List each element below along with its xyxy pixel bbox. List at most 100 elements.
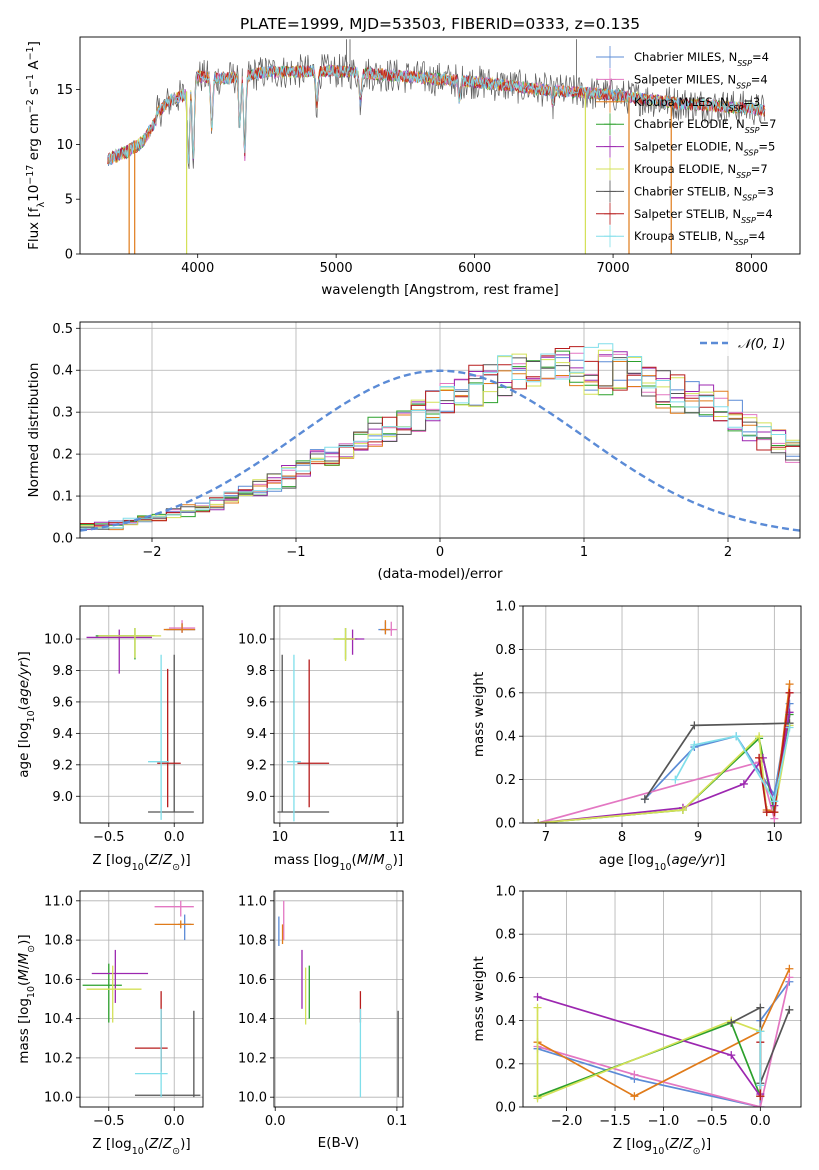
z_age-xlabel-part: )] (180, 852, 191, 868)
z_mass-ylabel-part: ( (16, 981, 32, 986)
z_age-ylabel-part: age/yr (16, 660, 32, 705)
age_weight-xlabel-part: 10 (654, 862, 666, 873)
legend-label-sub: SSP (736, 171, 751, 180)
z_mass-ylabel-part: )] (16, 934, 32, 945)
legend-label-8: Kroupa STELIB, NSSP=4 (634, 229, 765, 247)
z_mass-xlabel-part: ⊙ (172, 1146, 180, 1157)
age_weight-ylabel: mass weight (471, 672, 487, 757)
legend-label-count: =3 (743, 95, 760, 109)
residuals-plot-area (80, 343, 800, 532)
z_weight-ytick-label: 0.4 (495, 1014, 516, 1029)
z_mass-panel: −0.5 0.010.010.210.410.610.811.0Z [log10(… (16, 890, 204, 1157)
z_mass-ylabel-part: / (16, 964, 32, 969)
spectrum-xlabel: wavelength [Angstrom, rest frame] (321, 282, 559, 298)
z_weight-xlabel-part: 10 (652, 1146, 664, 1157)
age_weight-plot-area (534, 680, 794, 823)
spectrum-ylabel-part: −17 (25, 165, 36, 185)
z_age-xtick-label: −0.5 (93, 830, 125, 845)
age_weight-ytick-label: 0.8 (495, 643, 516, 658)
legend-label-text: Salpeter STELIB, N (634, 207, 741, 221)
z_mass-ylabel-part: ⊙ (26, 945, 37, 953)
legend-label-count: =7 (760, 117, 777, 131)
spectrum-line-2 (107, 64, 766, 165)
z_age-plot-area (86, 620, 196, 820)
mass_age-ytick-label: 9.8 (246, 664, 267, 679)
residuals-ytick-label: 0.4 (52, 364, 73, 379)
age_weight-line-1 (537, 692, 791, 823)
residuals-ytick-label: 0.1 (52, 490, 73, 505)
z_weight-marker (756, 1092, 765, 1101)
age_weight-marker (671, 775, 680, 784)
age_weight-marker (690, 721, 699, 730)
spectrum-ytick-label: 0 (65, 248, 73, 263)
z_mass-ytick-label: 11.0 (44, 894, 73, 909)
residuals-panel: −2 −1 0 1 2 0.0 0.1 0.2 0.3 0.4 0.5 𝒩(0, 1) (data-mo… (26, 321, 801, 582)
age_weight-marker (732, 732, 741, 741)
z_age-xlabel-part: Z (162, 852, 173, 868)
z_weight-marker (785, 1005, 794, 1014)
z_mass-ylabel-part: mass [log (16, 998, 32, 1064)
age_weight-marker (762, 808, 771, 817)
legend-label-count: =5 (758, 140, 775, 154)
z_mass-ytick-label: 10.4 (44, 1012, 73, 1027)
residuals-xtick-label: −2 (142, 545, 161, 560)
age_weight-marker (785, 688, 794, 697)
z_weight-panel: −2.0 −1.5 −1.0 −0.5 0.0 0.0 0.2 0.4 0.6 0.8 1.0 Z [… (471, 885, 802, 1157)
legend-label-6: Chabrier STELIB, NSSP=3 (634, 184, 774, 202)
spectrum-xtick-label: 7000 (597, 261, 630, 276)
age_weight-ytick-label: 1.0 (495, 600, 516, 615)
age_weight-ytick-label: 0.6 (495, 686, 516, 701)
z_weight-marker (630, 1070, 639, 1079)
z_age-ytick-label: 9.4 (52, 727, 73, 742)
mass_age-plot-area (277, 620, 398, 822)
spectrum-ytick-label: 15 (56, 83, 73, 98)
z_age-frame (79, 605, 204, 824)
z_age-ylabel-part: )] (16, 651, 32, 662)
z_weight-marker (533, 992, 542, 1001)
z_mass-ylabel-part: 10 (26, 986, 37, 998)
age_weight-marker (770, 808, 779, 817)
z_mass-ytick-label: 10.2 (44, 1051, 73, 1066)
mass_age-xlabel-part: mass [log (274, 852, 340, 868)
mass_age-ytick-label: 9.0 (246, 790, 267, 805)
z_weight-xlabel-part: ( (664, 1136, 669, 1152)
legend-label-text: Chabrier MILES, N (634, 50, 737, 64)
z_age-xlabel-part: Z [log (92, 852, 131, 868)
mass_age-ytick-label: 9.2 (246, 758, 267, 773)
ebv_mass-xtick-label: 0.0 (265, 1114, 286, 1129)
z_mass-xlabel-part: Z (148, 1136, 159, 1152)
z_weight-marker (533, 1003, 542, 1012)
legend-label-3: Chabrier ELODIE, NSSP=7 (634, 117, 776, 135)
residuals-xtick-label: 1 (580, 545, 588, 560)
spectrum-xtick-label: 6000 (458, 261, 491, 276)
ebv_mass-ytick-label: 11.0 (238, 894, 267, 909)
ebv_mass-ytick-label: 10.6 (238, 973, 267, 988)
z_weight-xtick-label: −1.0 (648, 1114, 680, 1129)
z_mass-xlabel-part: Z (162, 1136, 173, 1152)
legend-label-1: Salpeter MILES, NSSP=4 (634, 72, 768, 90)
z_weight-xlabel: Z [log10(Z/Z⊙)] (613, 1136, 711, 1157)
residuals-xtick-label: −1 (286, 545, 305, 560)
legend-label-text: Salpeter MILES, N (634, 72, 736, 86)
gaussian-curve (80, 369, 800, 532)
z_weight-marker (727, 1051, 736, 1060)
z_age-ytick-label: 9.2 (52, 758, 73, 773)
legend-label-text: Chabrier ELODIE, N (634, 117, 745, 131)
mass_age-xtick-label: 11 (389, 830, 406, 845)
z_weight-xlabel-part: Z (682, 1136, 693, 1152)
z_weight-xtick-label: 0.0 (750, 1114, 771, 1129)
residual-hist-8 (80, 343, 800, 529)
age_weight-marker (755, 732, 764, 741)
legend-label-text: Chabrier STELIB, N (634, 184, 742, 198)
z_weight-xtick-label: −0.5 (696, 1114, 728, 1129)
legend-label-sub: SSP (745, 126, 760, 135)
z_mass-ylabel-part: M (16, 952, 32, 964)
legend-label-sub: SSP (741, 215, 756, 224)
z_age-ylabel-part: age [log (16, 722, 32, 777)
z_mass-xlabel-part: / (158, 1136, 163, 1152)
legend-label-5: Kroupa ELODIE, NSSP=7 (634, 162, 768, 180)
spectrum-ylabel-part: ] (26, 41, 42, 46)
z_weight-xlabel-part: ⊙ (693, 1146, 701, 1157)
residuals-xtick-label: 0 (436, 545, 444, 560)
z_age-xlabel-part: 10 (132, 862, 144, 873)
